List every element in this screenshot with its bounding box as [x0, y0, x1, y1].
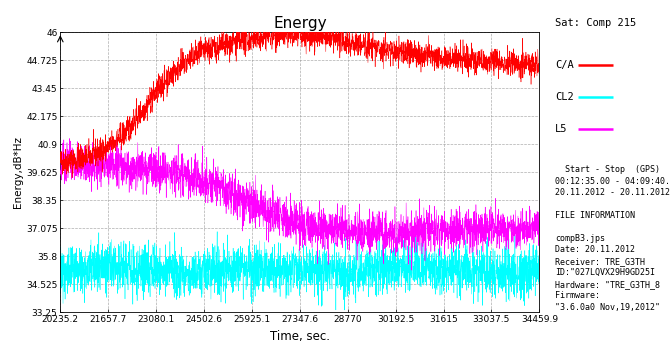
Y-axis label: Energy,dB*Hz: Energy,dB*Hz	[13, 136, 23, 208]
Text: Start - Stop  (GPS)
00:12:35.00 - 04:09:40.0
20.11.2012 - 20.11.2012

FILE INFOR: Start - Stop (GPS) 00:12:35.00 - 04:09:4…	[555, 165, 670, 312]
Text: C/A: C/A	[555, 60, 574, 70]
X-axis label: Time, sec.: Time, sec.	[270, 330, 330, 342]
Text: CL2: CL2	[555, 92, 574, 102]
Text: L5: L5	[555, 124, 567, 134]
Text: Sat: Comp 215: Sat: Comp 215	[555, 18, 636, 28]
Title: Energy: Energy	[273, 16, 327, 31]
